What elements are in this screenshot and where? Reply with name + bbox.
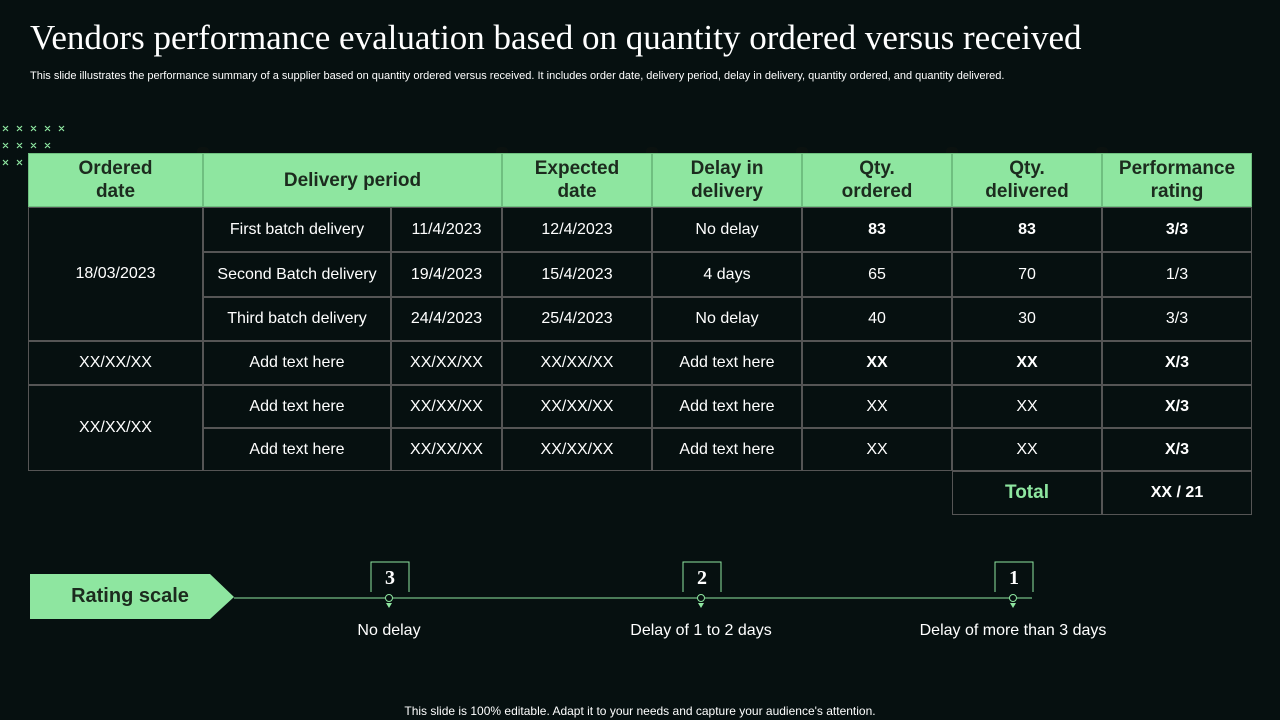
table-cell: XX/XX/XX xyxy=(391,341,502,385)
cross-pattern xyxy=(2,125,65,166)
rating-scale-label: Rating scale xyxy=(71,585,189,607)
column-header: Expected date xyxy=(502,153,652,207)
column-header-text: Qty. ordered xyxy=(841,158,913,202)
column-header: Qty. ordered xyxy=(802,153,952,207)
table-cell: 1/3 xyxy=(1102,252,1252,297)
ordered-date: XX/XX/XX xyxy=(28,385,203,471)
table-cell: 11/4/2023 xyxy=(391,207,502,252)
table-cell: 83 xyxy=(802,207,952,252)
column-header-text: Expected date xyxy=(534,158,620,202)
table-cell: No delay xyxy=(652,207,802,252)
score: 2 xyxy=(697,566,707,589)
column-header-text: Delivery period xyxy=(283,169,422,191)
table-cell: 24/4/2023 xyxy=(391,297,502,341)
scale-dot xyxy=(697,594,705,602)
table-cell: 3/3 xyxy=(1102,297,1252,341)
table-cell: 15/4/2023 xyxy=(502,252,652,297)
table-cell: 3/3 xyxy=(1102,207,1252,252)
table-cell: XX xyxy=(802,341,952,385)
score-box xyxy=(370,561,410,592)
table-cell: 40 xyxy=(802,297,952,341)
table-cell: 4 days xyxy=(652,252,802,297)
table-cell: 83 xyxy=(952,207,1102,252)
column-header-text: Delay in delivery xyxy=(690,158,764,202)
table-cell: 65 xyxy=(802,252,952,297)
score-label: No delay xyxy=(357,622,421,639)
table-cell: Add text here xyxy=(203,428,391,471)
score-box xyxy=(994,561,1034,592)
score: 3 xyxy=(385,566,395,589)
table-cell: XX/XX/XX xyxy=(502,428,652,471)
table-cell: XX/XX/XX xyxy=(391,428,502,471)
table-cell: 25/4/2023 xyxy=(502,297,652,341)
table-cell: Third batch delivery xyxy=(203,297,391,341)
footer: This slide is 100% editable. Adapt it to… xyxy=(404,704,876,718)
table-cell: Add text here xyxy=(652,385,802,428)
table-cell: XX xyxy=(952,428,1102,471)
table-cell: 12/4/2023 xyxy=(502,207,652,252)
table-cell: First batch delivery xyxy=(203,207,391,252)
table-cell: XX xyxy=(952,341,1102,385)
table-cell: 30 xyxy=(952,297,1102,341)
scale-pointer xyxy=(1010,603,1016,608)
table-cell: Add text here xyxy=(203,385,391,428)
table-cell: X/3 xyxy=(1102,341,1252,385)
column-header: Ordered date xyxy=(28,153,203,207)
scale-pointer xyxy=(698,603,704,608)
table-cell: Add text here xyxy=(203,341,391,385)
table-cell: Add text here xyxy=(652,428,802,471)
score: 1 xyxy=(1009,566,1019,589)
column-header: Qty. delivered xyxy=(952,153,1102,207)
table-cell: 19/4/2023 xyxy=(391,252,502,297)
table-cell: XX/XX/XX xyxy=(391,385,502,428)
table-cell: X/3 xyxy=(1102,385,1252,428)
score-box xyxy=(682,561,722,592)
rating-arrow xyxy=(30,574,234,619)
table-cell: XX xyxy=(952,385,1102,428)
column-header-text: Ordered date xyxy=(78,158,153,202)
table-cell: XX/XX/XX xyxy=(502,341,652,385)
column-header: Performance rating xyxy=(1102,153,1252,207)
table-cell: XX xyxy=(802,385,952,428)
scale-dot xyxy=(385,594,393,602)
ordered-date: XX/XX/XX xyxy=(28,341,203,385)
score-label: Delay of more than 3 days xyxy=(919,622,1107,639)
table-cell: No delay xyxy=(652,297,802,341)
table-cell: 70 xyxy=(952,252,1102,297)
total-value: XX / 21 xyxy=(1102,471,1252,515)
scale-dot xyxy=(1009,594,1017,602)
table-cell: Add text here xyxy=(652,341,802,385)
column-header-text: Qty. delivered xyxy=(985,158,1069,202)
total-label: Total xyxy=(952,471,1102,515)
table-cell: XX/XX/XX xyxy=(502,385,652,428)
column-header: Delay in delivery xyxy=(652,153,802,207)
title: Vendors performance evaluation based on … xyxy=(30,18,1082,57)
table-cell: XX xyxy=(802,428,952,471)
column-header: Delivery period xyxy=(203,153,502,207)
column-header-text: Performance rating xyxy=(1118,158,1236,202)
subtitle: This slide illustrates the performance s… xyxy=(30,70,1005,82)
table-cell: Second Batch delivery xyxy=(203,252,391,297)
score-label: Delay of 1 to 2 days xyxy=(630,622,772,639)
ordered-date: 18/03/2023 xyxy=(28,207,203,341)
scale-pointer xyxy=(386,603,392,608)
table-cell: X/3 xyxy=(1102,428,1252,471)
